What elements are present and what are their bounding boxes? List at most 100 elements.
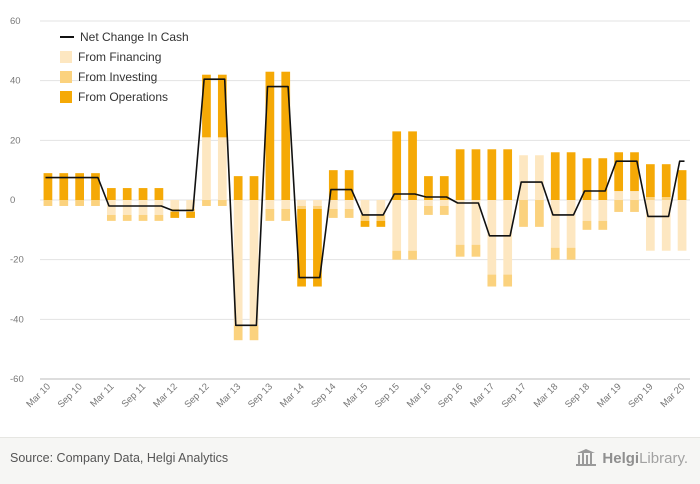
y-tick-label: -40 bbox=[10, 314, 24, 325]
bar-from-operations bbox=[75, 173, 84, 200]
bar-from-financing bbox=[566, 200, 576, 248]
legend-item-investing[interactable]: From Investing bbox=[60, 67, 189, 87]
bar-from-financing bbox=[122, 200, 132, 215]
legend-line-swatch bbox=[60, 36, 74, 38]
bar-from-financing bbox=[439, 200, 449, 206]
bar-from-financing bbox=[344, 200, 354, 209]
bar-from-operations bbox=[408, 131, 417, 200]
bar-from-investing bbox=[265, 208, 275, 221]
bar-from-investing bbox=[75, 200, 84, 206]
bar-from-financing bbox=[265, 200, 275, 209]
bar-from-financing bbox=[154, 200, 164, 215]
bar-from-financing bbox=[202, 137, 211, 200]
x-tick-label: Sep 19 bbox=[626, 381, 655, 410]
legend-label-financing: From Financing bbox=[78, 50, 162, 64]
bar-from-financing bbox=[186, 200, 195, 209]
bar-from-financing bbox=[503, 200, 513, 275]
bar-from-investing bbox=[43, 200, 53, 206]
bar-from-financing bbox=[582, 200, 592, 221]
bar-from-operations bbox=[630, 152, 639, 192]
bar-from-investing bbox=[59, 200, 69, 206]
bar-from-operations bbox=[122, 188, 132, 200]
bar-from-operations bbox=[550, 152, 560, 200]
bar-from-financing bbox=[487, 200, 497, 275]
bar-from-financing bbox=[661, 200, 671, 251]
legend-swatch-operations bbox=[60, 91, 72, 103]
x-tick-label: Sep 18 bbox=[563, 381, 592, 410]
bar-from-financing bbox=[471, 200, 481, 245]
bar-from-financing bbox=[646, 200, 655, 251]
bar-from-financing bbox=[598, 200, 608, 221]
bar-from-financing bbox=[614, 191, 624, 200]
legend-item-operations[interactable]: From Operations bbox=[60, 87, 189, 107]
bar-from-operations bbox=[217, 74, 227, 138]
x-tick-label: Mar 14 bbox=[278, 381, 307, 410]
bar-from-operations bbox=[376, 220, 386, 227]
bar-from-investing bbox=[424, 205, 433, 215]
bar-from-operations bbox=[439, 176, 449, 200]
bar-from-investing bbox=[154, 214, 164, 221]
brand-suffix: Library. bbox=[639, 449, 688, 467]
bar-from-financing bbox=[313, 200, 322, 206]
bar-from-investing bbox=[487, 274, 497, 287]
legend-item-financing[interactable]: From Financing bbox=[60, 47, 189, 67]
bar-from-financing bbox=[217, 137, 227, 200]
legend: Net Change In Cash From Financing From I… bbox=[60, 27, 189, 107]
bar-from-operations bbox=[106, 188, 116, 200]
bar-from-operations bbox=[360, 220, 370, 227]
bar-from-operations bbox=[91, 173, 100, 200]
net-change-line bbox=[45, 78, 685, 327]
y-tick-label: 60 bbox=[10, 16, 21, 27]
bar-from-operations bbox=[661, 164, 671, 198]
bar-from-financing bbox=[376, 200, 386, 215]
x-tick-label: Sep 10 bbox=[56, 381, 85, 410]
bar-from-investing bbox=[91, 200, 100, 206]
x-tick-label: Sep 13 bbox=[246, 381, 275, 410]
x-tick-label: Mar 12 bbox=[151, 381, 180, 410]
bar-from-investing bbox=[138, 214, 148, 221]
bar-from-investing bbox=[455, 244, 465, 257]
bar-from-operations bbox=[297, 208, 306, 287]
bar-from-financing bbox=[281, 200, 291, 209]
bar-from-investing bbox=[582, 220, 592, 230]
bar-from-investing bbox=[408, 250, 417, 260]
bar-from-financing bbox=[392, 200, 402, 251]
bar-from-investing bbox=[471, 244, 481, 257]
x-tick-label: Mar 18 bbox=[532, 381, 561, 410]
bar-from-operations bbox=[43, 173, 53, 200]
bar-from-operations bbox=[328, 170, 338, 200]
bar-from-operations bbox=[598, 158, 608, 200]
y-tick-label: 20 bbox=[10, 135, 21, 146]
bar-from-investing bbox=[535, 200, 544, 227]
bar-from-operations bbox=[344, 170, 354, 200]
bar-from-operations bbox=[471, 149, 481, 200]
bar-from-operations bbox=[138, 188, 148, 200]
bar-from-investing bbox=[439, 205, 449, 215]
brand-logo[interactable]: Helgi Library. bbox=[575, 449, 688, 467]
bar-from-investing bbox=[519, 200, 528, 227]
bar-from-investing bbox=[661, 197, 671, 200]
bar-from-operations bbox=[59, 173, 69, 200]
legend-item-net[interactable]: Net Change In Cash bbox=[60, 27, 189, 47]
bar-from-financing bbox=[249, 200, 259, 326]
bar-from-investing bbox=[106, 214, 116, 221]
bar-from-investing bbox=[122, 214, 132, 221]
bar-from-investing bbox=[614, 200, 624, 212]
legend-swatch-financing bbox=[60, 51, 72, 63]
brand-name: Helgi bbox=[602, 449, 640, 467]
legend-label-investing: From Investing bbox=[78, 70, 158, 84]
legend-label-net: Net Change In Cash bbox=[80, 30, 189, 44]
bar-from-operations bbox=[392, 131, 402, 200]
line-layer bbox=[45, 78, 685, 327]
bar-from-financing bbox=[519, 155, 528, 200]
y-tick-label: 40 bbox=[10, 76, 21, 87]
bar-from-financing bbox=[550, 200, 560, 248]
bar-from-operations bbox=[170, 211, 180, 218]
bar-from-investing bbox=[202, 200, 211, 206]
bar-from-investing bbox=[550, 247, 560, 260]
y-tick-label: -60 bbox=[10, 374, 24, 385]
bar-from-financing bbox=[630, 191, 639, 200]
bar-from-operations bbox=[265, 71, 275, 200]
x-tick-label: Mar 13 bbox=[215, 381, 244, 410]
y-tick-label: -20 bbox=[10, 255, 24, 266]
